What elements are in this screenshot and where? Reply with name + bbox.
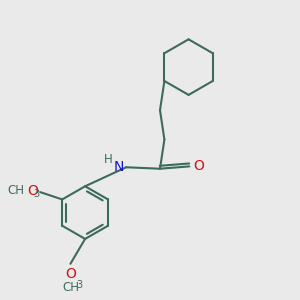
Text: O: O	[193, 159, 204, 173]
Text: CH: CH	[7, 184, 24, 197]
Text: 3: 3	[76, 280, 83, 290]
Text: CH: CH	[62, 281, 79, 294]
Text: 3: 3	[34, 190, 40, 200]
Text: N: N	[113, 160, 124, 174]
Text: O: O	[27, 184, 38, 198]
Text: O: O	[65, 267, 76, 281]
Text: H: H	[103, 153, 112, 166]
